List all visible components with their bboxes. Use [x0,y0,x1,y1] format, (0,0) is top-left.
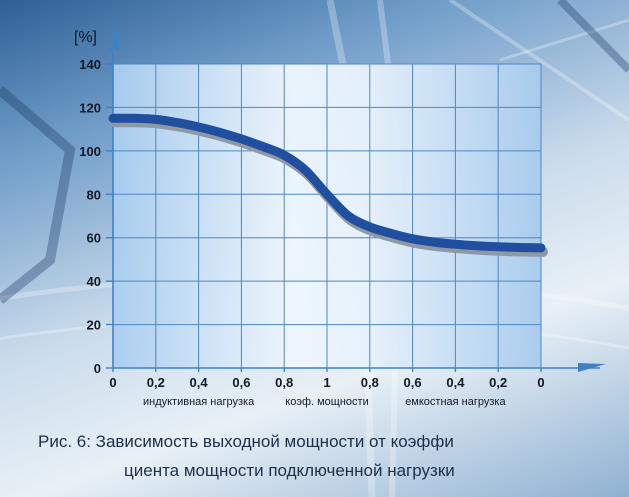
y-tick-label: 120 [79,100,101,115]
tick-labels: [%] 0 20 40 60 80 100 120 140 0 0,2 0,4 0,6 0,8 1 0,8 0,… [74,29,545,408]
figure-caption-line-1: Рис. 6: Зависимость выходной мощности от… [38,432,454,451]
x-tick-label: 0,8 [361,375,379,390]
axes [106,28,606,372]
x-tick-label: 0,4 [446,375,465,390]
y-tick-label: 40 [87,274,101,289]
y-tick-label: 100 [79,144,101,159]
x-tick-label: 0 [109,375,116,390]
x-tick-label: 0,2 [489,375,507,390]
y-axis-label: [%] [74,29,97,46]
x-axis-arrow [578,363,606,372]
figure-caption-line-2: циента мощности подключенной нагрузки [124,461,455,480]
grid [113,63,542,368]
y-tick-label: 140 [79,57,101,72]
x-tick-label: 0,6 [232,375,250,390]
series [108,113,548,257]
y-tick-label: 80 [87,187,101,202]
y-axis-arrow [109,28,119,50]
x-tick-label: 0,6 [404,375,422,390]
x-group-label-inductive: индуктивная нагрузка [143,396,255,408]
series-line [108,113,546,253]
x-tick-label: 1 [323,375,330,390]
x-tick-label: 0 [537,375,544,390]
x-tick-label: 0,2 [147,375,165,390]
x-group-label-power-factor: коэф. мощности [285,396,368,408]
y-tick-label: 60 [87,231,101,246]
y-tick-label: 0 [94,361,101,376]
x-tick-label: 0,4 [190,375,209,390]
x-group-label-capacitive: емкостная нагрузка [405,396,506,408]
x-tick-label: 0,8 [275,375,293,390]
y-tick-label: 20 [87,318,101,333]
